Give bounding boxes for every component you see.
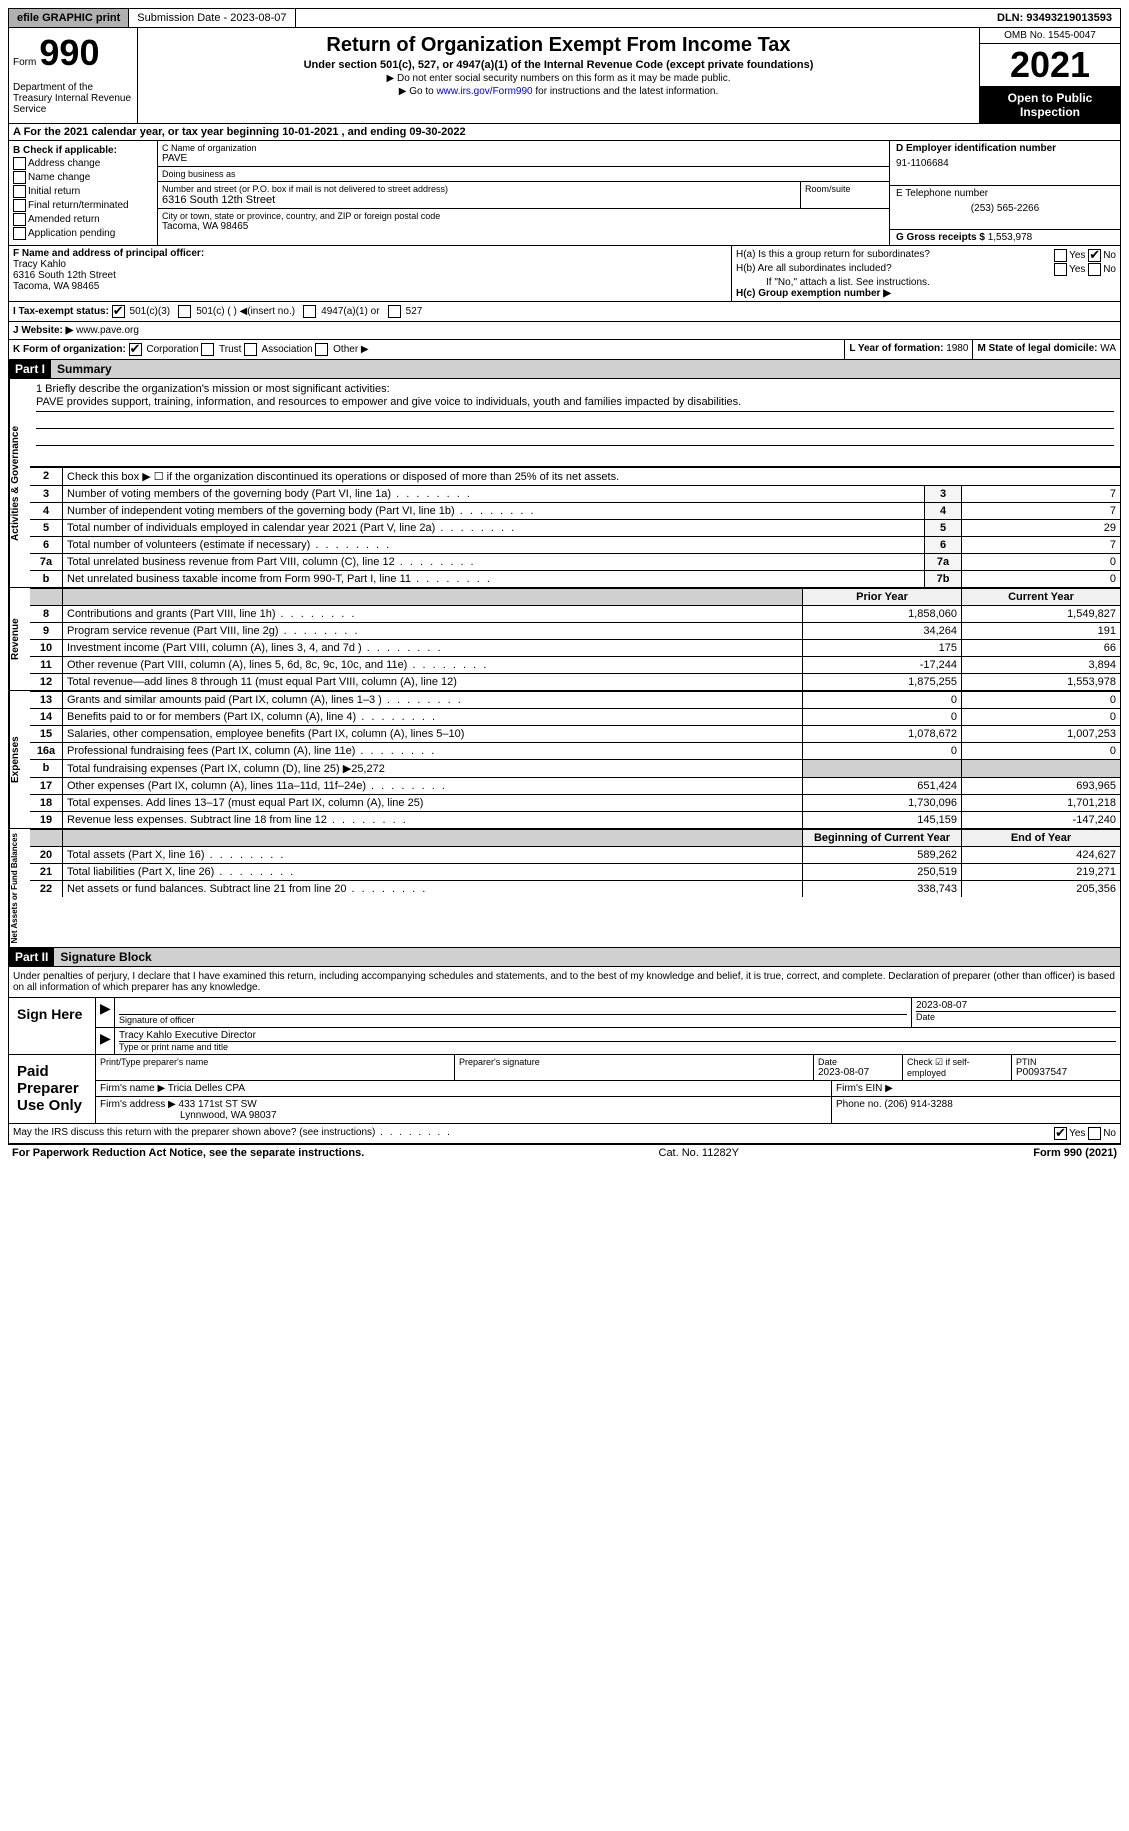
firm-ein-label: Firm's EIN ▶: [832, 1081, 1120, 1096]
row-j-website: J Website: ▶ www.pave.org: [8, 322, 1121, 340]
chk-4947[interactable]: [303, 305, 316, 318]
sign-here-block: Sign Here ▶ Signature of officer 2023-08…: [8, 998, 1121, 1055]
form-header: Form 990 Department of the Treasury Inte…: [8, 28, 1121, 124]
chk-corp[interactable]: [129, 343, 142, 356]
section-fh: F Name and address of principal officer:…: [8, 246, 1121, 302]
chk-501c3[interactable]: [112, 305, 125, 318]
form-subtitle: Under section 501(c), 527, or 4947(a)(1)…: [142, 59, 975, 71]
check-self-employed[interactable]: Check ☑ if self-employed: [903, 1055, 1012, 1080]
submission-date: Submission Date - 2023-08-07: [129, 9, 295, 27]
paid-preparer-block: Paid Preparer Use Only Print/Type prepar…: [8, 1055, 1121, 1124]
val-3: 7: [962, 486, 1121, 503]
col-c-org-info: C Name of organization PAVE Doing busine…: [158, 141, 890, 245]
chk-501c[interactable]: [178, 305, 191, 318]
row-i-tax-status: I Tax-exempt status: 501(c)(3) 501(c) ( …: [8, 302, 1121, 322]
summary-net-assets: Net Assets or Fund Balances Beginning of…: [8, 829, 1121, 948]
state-domicile: WA: [1100, 343, 1116, 354]
sign-date: 2023-08-07: [916, 1000, 1116, 1011]
firm-phone: (206) 914-3288: [884, 1099, 952, 1110]
val-4: 7: [962, 503, 1121, 520]
firm-addr2: Lynnwood, WA 98037: [100, 1110, 827, 1121]
open-inspection: Open to Public Inspection: [980, 87, 1120, 123]
chk-other[interactable]: [315, 343, 328, 356]
note-link: ▶ Go to www.irs.gov/Form990 for instruct…: [142, 86, 975, 97]
line1-label: 1 Briefly describe the organization's mi…: [36, 383, 1114, 395]
discuss-row: May the IRS discuss this return with the…: [8, 1124, 1121, 1144]
mission-text: PAVE provides support, training, informa…: [36, 395, 1114, 412]
chk-name-change[interactable]: Name change: [13, 171, 153, 184]
principal-officer: F Name and address of principal officer:…: [9, 246, 732, 301]
summary-expenses: Expenses 13Grants and similar amounts pa…: [8, 691, 1121, 829]
summary-governance: Activities & Governance 1 Briefly descri…: [8, 379, 1121, 588]
chk-final-return[interactable]: Final return/terminated: [13, 199, 153, 212]
part2-header: Part II Signature Block: [8, 948, 1121, 967]
footer: For Paperwork Reduction Act Notice, see …: [8, 1144, 1121, 1161]
telephone: (253) 565-2266: [896, 203, 1114, 214]
section-bcd: B Check if applicable: Address change Na…: [8, 141, 1121, 246]
year-formation: 1980: [946, 343, 968, 354]
chk-trust[interactable]: [201, 343, 214, 356]
chk-amended[interactable]: Amended return: [13, 213, 153, 226]
val-5: 29: [962, 520, 1121, 537]
chk-app-pending[interactable]: Application pending: [13, 227, 153, 240]
dept-treasury: Department of the Treasury Internal Reve…: [13, 82, 133, 115]
room-suite-label: Room/suite: [801, 182, 889, 208]
chk-address-change[interactable]: Address change: [13, 157, 153, 170]
efile-button[interactable]: efile GRAPHIC print: [9, 9, 129, 27]
line2: Check this box ▶ ☐ if the organization d…: [63, 468, 1121, 486]
ein-value: 91-1106684: [896, 158, 1114, 169]
summary-revenue: Revenue Prior YearCurrent Year 8Contribu…: [8, 588, 1121, 691]
note-ssn: ▶ Do not enter social security numbers o…: [142, 73, 975, 84]
top-bar: efile GRAPHIC print Submission Date - 20…: [8, 8, 1121, 28]
firm-name: Tricia Delles CPA: [168, 1083, 245, 1094]
form-number: 990: [39, 32, 99, 73]
dln: DLN: 93493219013593: [989, 9, 1120, 27]
form-title: Return of Organization Exempt From Incom…: [142, 34, 975, 57]
discuss-no[interactable]: [1088, 1127, 1101, 1140]
row-klm: K Form of organization: Corporation Trus…: [8, 340, 1121, 360]
val-6: 7: [962, 537, 1121, 554]
discuss-yes[interactable]: [1054, 1127, 1067, 1140]
website-url[interactable]: www.pave.org: [76, 325, 139, 336]
group-return: H(a) Is this a group return for subordin…: [732, 246, 1120, 301]
chk-527[interactable]: [388, 305, 401, 318]
omb-number: OMB No. 1545-0047: [980, 28, 1120, 44]
chk-assoc[interactable]: [244, 343, 257, 356]
row-a-period: A For the 2021 calendar year, or tax yea…: [8, 124, 1121, 141]
gross-receipts: 1,553,978: [988, 232, 1033, 243]
col-b-checkboxes: B Check if applicable: Address change Na…: [9, 141, 158, 245]
val-7b: 0: [962, 571, 1121, 588]
chk-initial-return[interactable]: Initial return: [13, 185, 153, 198]
preparer-date: 2023-08-07: [818, 1067, 898, 1078]
irs-link[interactable]: www.irs.gov/Form990: [436, 86, 532, 97]
officer-name: Tracy Kahlo Executive Director: [119, 1030, 1116, 1041]
org-street: 6316 South 12th Street: [162, 194, 796, 206]
form-label: Form: [13, 57, 36, 68]
cat-no: Cat. No. 11282Y: [659, 1147, 740, 1159]
ptin: P00937547: [1016, 1067, 1116, 1078]
org-name: PAVE: [162, 153, 885, 164]
col-d-ein-tel: D Employer identification number 91-1106…: [890, 141, 1120, 245]
tax-year: 2021: [980, 44, 1120, 87]
part1-header: Part I Summary: [8, 360, 1121, 379]
org-city: Tacoma, WA 98465: [162, 221, 885, 232]
declaration-text: Under penalties of perjury, I declare th…: [8, 967, 1121, 998]
firm-addr1: 433 171st ST SW: [179, 1099, 257, 1110]
val-7a: 0: [962, 554, 1121, 571]
